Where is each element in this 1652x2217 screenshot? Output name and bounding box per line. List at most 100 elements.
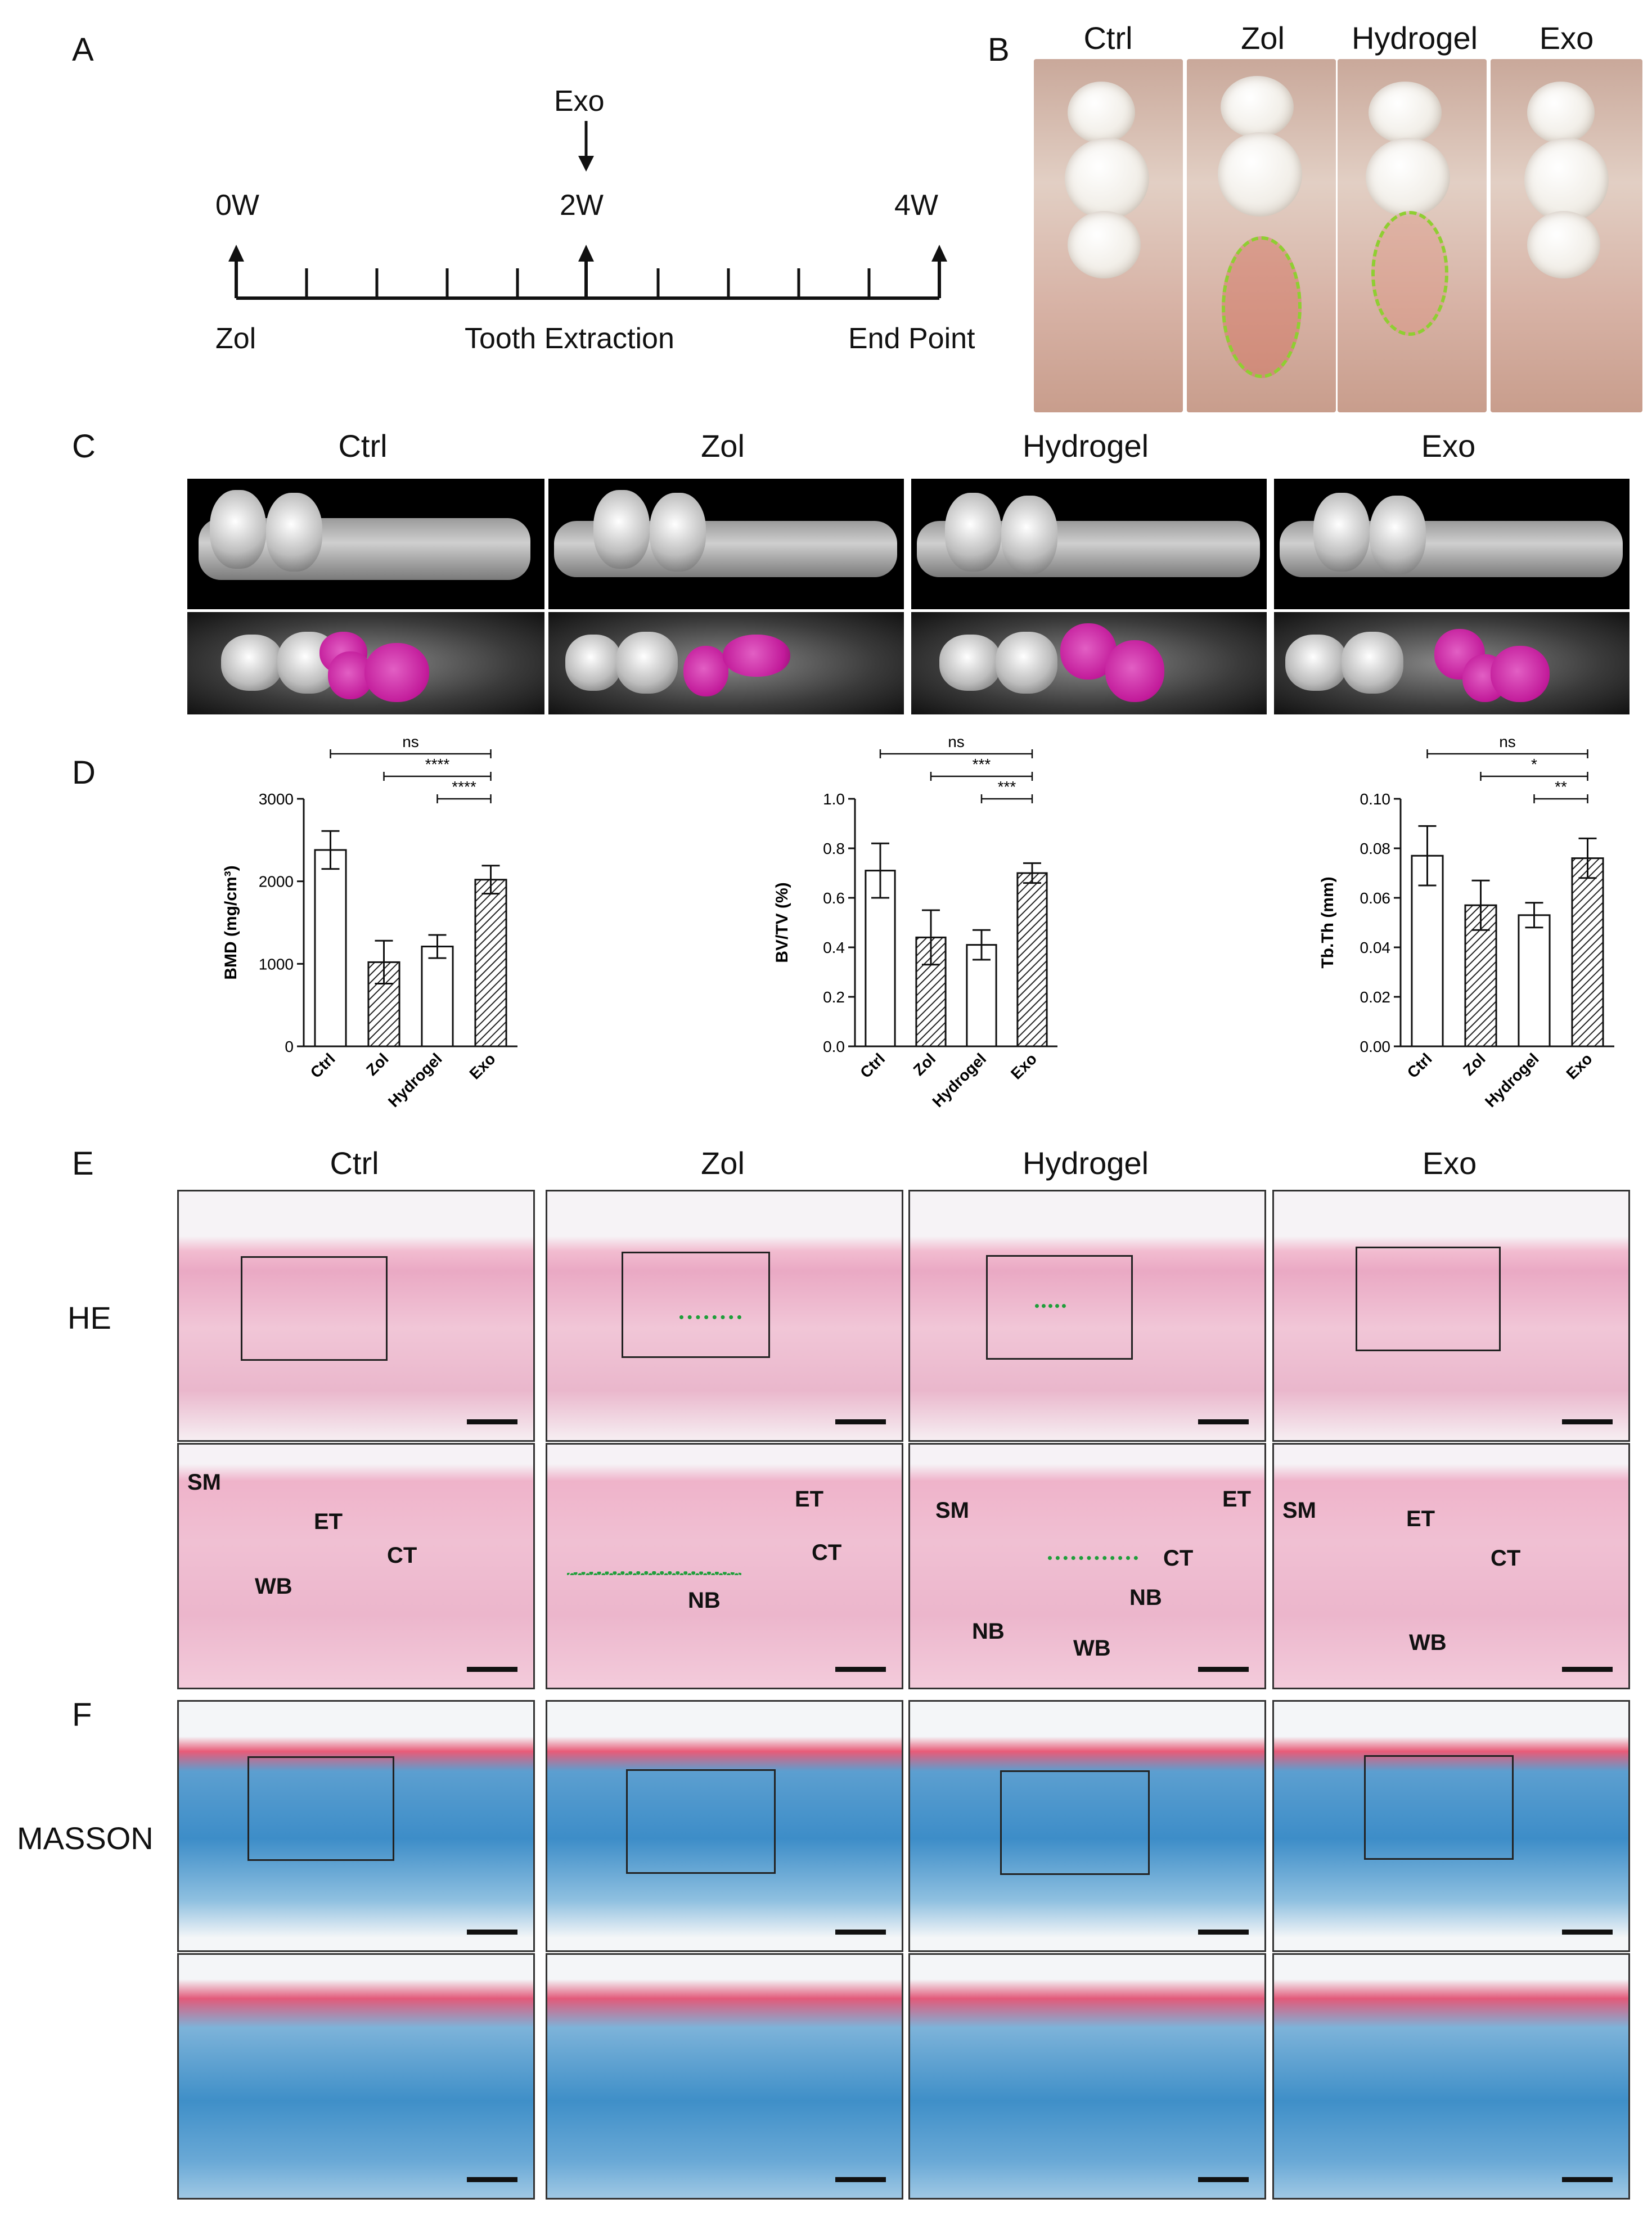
he-overview-zol	[546, 1190, 903, 1442]
panel-label-c: C	[72, 428, 96, 465]
scale-bar	[467, 1419, 517, 1424]
category-label: Zol	[363, 1050, 392, 1079]
bar	[966, 944, 997, 1047]
ct-axial-hydrogel	[910, 610, 1268, 716]
c-title-exo: Exo	[1421, 428, 1476, 464]
scale-bar	[1562, 1419, 1613, 1424]
defect-margin-dash	[679, 1315, 741, 1319]
panel-label-a: A	[72, 32, 94, 68]
masson-overview-zol	[546, 1700, 903, 1952]
label-et: ET	[314, 1509, 343, 1534]
y-tick-label: 0.00	[1360, 1038, 1391, 1055]
scale-bar	[1562, 1930, 1613, 1935]
y-tick-label: 0.04	[1360, 939, 1391, 956]
label-ct: CT	[1491, 1546, 1521, 1571]
zoom-region-box	[1364, 1755, 1514, 1860]
e-title-exo: Exo	[1422, 1145, 1477, 1181]
category-label: Hydrogel	[1482, 1050, 1542, 1110]
scale-bar	[1562, 1667, 1613, 1672]
photo-hydrogel	[1338, 59, 1487, 412]
zoom-region-box	[1356, 1247, 1501, 1351]
ct-sagittal-ctrl	[186, 477, 546, 611]
category-label: Exo	[1007, 1050, 1040, 1082]
masson-overview-hydrogel	[908, 1700, 1266, 1952]
he-overview-hydrogel	[908, 1190, 1266, 1442]
masson-overview-exo	[1272, 1700, 1630, 1952]
ct-sagittal-hydrogel	[910, 477, 1268, 611]
bar	[1016, 872, 1048, 1047]
he-zoom-ctrl: SM ET CT WB	[177, 1443, 535, 1689]
b-title-ctrl: Ctrl	[1083, 20, 1133, 56]
scale-bar	[467, 1667, 517, 1672]
label-sm: SM	[187, 1470, 221, 1495]
label-sm: SM	[935, 1498, 969, 1523]
zoom-region-box	[247, 1756, 394, 1861]
category-label: Exo	[1563, 1050, 1596, 1082]
b-title-hydrogel: Hydrogel	[1351, 20, 1478, 56]
he-overview-ctrl	[177, 1190, 535, 1442]
label-wb: WB	[255, 1574, 292, 1599]
y-tick-label: 1.0	[823, 790, 845, 808]
timeline-exo-label: Exo	[554, 85, 605, 118]
y-tick-label: 0.8	[823, 840, 845, 857]
label-wb: WB	[1073, 1636, 1111, 1661]
label-nb: NB	[1129, 1585, 1162, 1610]
label-nb: NB	[688, 1588, 721, 1613]
y-tick-label: 3000	[259, 790, 294, 808]
bar	[1518, 914, 1551, 1047]
defect-margin-dash	[1048, 1556, 1138, 1560]
photo-ctrl	[1034, 59, 1183, 412]
week-4-label: 4W	[894, 189, 938, 222]
bar	[1571, 857, 1604, 1047]
label-et: ET	[795, 1487, 824, 1512]
scale-bar	[835, 1930, 886, 1935]
category-label: Ctrl	[857, 1050, 888, 1081]
c-title-zol: Zol	[701, 428, 745, 464]
chart-bvtv: 0.0 0.2 0.4 0.6 0.8 1.0 BV/TV (%) Ctrl ZolHydrog…	[773, 733, 1057, 1110]
category-label: Hydrogel	[929, 1050, 990, 1110]
category-label: Ctrl	[1404, 1050, 1435, 1081]
y-axis-label: Tb.Th (mm)	[1318, 876, 1337, 968]
y-tick-label: 0.6	[823, 889, 845, 907]
masson-overview-ctrl	[177, 1700, 535, 1952]
label-ct: CT	[387, 1543, 417, 1568]
stain-label-masson: MASSON	[17, 1820, 154, 1856]
scale-bar	[1198, 2177, 1249, 2182]
photo-exo	[1491, 59, 1642, 412]
b-title-exo: Exo	[1539, 20, 1594, 56]
zoom-region-box	[241, 1256, 388, 1361]
significance-label: *	[1531, 756, 1537, 773]
scale-bar	[467, 2177, 517, 2182]
y-axis-label: BMD (mg/cm³)	[222, 865, 240, 979]
y-tick-label: 0.0	[823, 1038, 845, 1055]
panel-label-b: B	[988, 32, 1010, 68]
y-tick-label: 0	[285, 1038, 294, 1055]
scale-bar	[835, 1667, 886, 1672]
week-2-label: 2W	[560, 189, 604, 222]
y-tick-label: 0.08	[1360, 840, 1391, 857]
y-tick-label: 0.4	[823, 939, 845, 956]
significance-label: ****	[452, 778, 476, 795]
scale-bar	[1198, 1419, 1249, 1424]
he-zoom-hydrogel: SM ET CT NB NB WB	[908, 1443, 1266, 1689]
zoom-region-box	[986, 1255, 1133, 1360]
category-label: Zol	[910, 1050, 939, 1079]
event-zol-label: Zol	[215, 322, 256, 355]
ct-sagittal-zol	[547, 477, 906, 611]
label-et: ET	[1406, 1507, 1435, 1531]
label-ct: CT	[1163, 1546, 1194, 1571]
masson-zoom-zol	[546, 1953, 903, 2200]
chart-tbth: 0.00 0.02 0.04 0.06 0.08 0.10 Tb.Th (mm) Ctrl Zo…	[1318, 733, 1614, 1110]
y-tick-label: 0.2	[823, 988, 845, 1006]
exo-arrow-head	[578, 156, 594, 172]
scale-bar	[1198, 1930, 1249, 1935]
week-4-arrow	[931, 245, 947, 298]
scale-bar	[1198, 1667, 1249, 1672]
ct-axial-ctrl	[186, 610, 546, 716]
bar	[421, 946, 454, 1047]
bar	[474, 879, 507, 1047]
category-label: Hydrogel	[385, 1050, 445, 1110]
e-title-ctrl: Ctrl	[330, 1145, 379, 1181]
event-extraction-label: Tooth Extraction	[465, 322, 674, 355]
significance-label: ***	[973, 756, 991, 773]
